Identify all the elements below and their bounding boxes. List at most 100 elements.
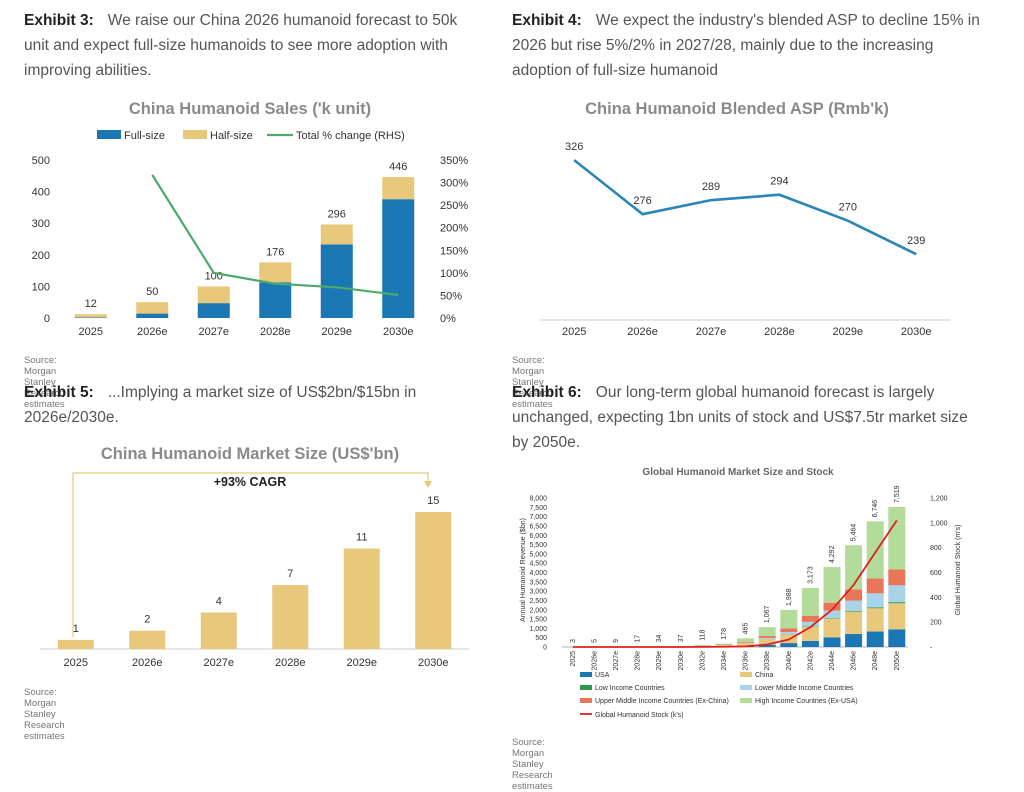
x-tick-label: 2036e — [743, 651, 750, 671]
stacked-bar-segment — [845, 634, 862, 647]
bar-full-size — [321, 244, 353, 318]
x-tick-label: 2034e — [721, 651, 728, 671]
y-tick-label: 5,500 — [529, 542, 547, 549]
stacked-bar-segment — [802, 588, 819, 616]
exhibit-3-label: Exhibit 3: — [24, 12, 94, 29]
data-label: 2 — [144, 614, 150, 626]
market-bar — [415, 512, 451, 649]
y-tick-label: 7,500 — [529, 505, 547, 512]
stacked-bar-segment — [759, 627, 776, 636]
x-tick-label: 2025 — [64, 657, 88, 669]
data-label: 270 — [839, 202, 857, 214]
data-label: 15 — [427, 495, 439, 507]
stacked-bar-segment — [845, 545, 862, 589]
data-label: 1 — [73, 623, 79, 635]
stacked-bar-segment — [888, 602, 905, 603]
stacked-bar-segment — [824, 567, 841, 603]
bar-total-label: 12 — [85, 298, 97, 310]
bar-total-label: 17 — [635, 635, 642, 643]
bar-half-size — [198, 286, 230, 303]
y-tick-label: 5,000 — [529, 551, 547, 558]
x-tick-label: 2027e — [613, 651, 620, 671]
stacked-bar-segment — [888, 507, 905, 570]
legend-swatch — [97, 130, 121, 139]
x-tick-label: 2029e — [346, 657, 377, 669]
legend-swatch — [740, 672, 752, 677]
legend-label: Global Humanoid Stock (k's) — [595, 712, 683, 719]
legend-swatch — [740, 685, 752, 690]
legend-label: Full-size — [124, 130, 165, 142]
data-label: 289 — [702, 181, 720, 193]
bar-total-label: 465 — [743, 623, 750, 635]
x-tick-label: 2030e — [678, 651, 685, 671]
data-label: 11 — [356, 532, 367, 544]
x-tick-label: 2042e — [807, 651, 814, 671]
data-label: 326 — [565, 141, 583, 153]
stacked-bar-segment — [759, 636, 776, 638]
x-tick-label: 2029e — [656, 651, 663, 671]
legend-label: Lower Middle Income Countries — [755, 685, 854, 692]
bar-half-size — [75, 314, 107, 317]
bar-half-size — [259, 262, 291, 282]
legend-swatch — [183, 130, 207, 139]
exhibit-4-header: Exhibit 4:We expect the industry's blend… — [512, 8, 982, 83]
y-tick-label: 400 — [32, 187, 50, 199]
stacked-bar-segment — [845, 612, 862, 634]
y2-tick-label: 200% — [440, 223, 468, 235]
asp-line — [574, 160, 916, 254]
bar-total-label: 1,988 — [786, 588, 793, 606]
exhibit-4-label: Exhibit 4: — [512, 12, 582, 29]
chart-title: China Humanoid Market Size (US$'bn) — [101, 445, 399, 463]
legend-label: Low Income Countries — [595, 685, 665, 692]
y-tick-label: 6,000 — [529, 533, 547, 540]
y2-tick-label: 300% — [440, 178, 468, 190]
y2-tick-label: 0% — [440, 313, 456, 325]
bar-total-label: 296 — [328, 208, 346, 220]
y-tick-label: 500 — [32, 155, 50, 167]
stacked-bar-segment — [737, 638, 754, 641]
data-label: 7 — [287, 568, 293, 580]
y-tick-label: 2,500 — [529, 598, 547, 605]
x-tick-label: 2044e — [829, 651, 836, 671]
y-tick-label: 2,000 — [529, 607, 547, 614]
stacked-bar-segment — [867, 578, 884, 593]
bar-total-label: 176 — [266, 246, 284, 258]
exhibit-4-caption: We expect the industry's blended ASP to … — [512, 12, 980, 79]
stacked-bar-segment — [780, 632, 797, 634]
x-tick-label: 2030e — [901, 326, 932, 338]
y2-tick-label: 100% — [440, 268, 468, 280]
data-label: 239 — [907, 235, 925, 247]
stacked-bar-segment — [759, 638, 776, 639]
stacked-bar-segment — [824, 637, 841, 647]
y2-tick-label: 350% — [440, 155, 468, 167]
x-tick-label: 2030e — [383, 326, 414, 338]
x-tick-label: 2032e — [699, 651, 706, 671]
y-tick-label: 0 — [44, 313, 50, 325]
y2-tick-label: - — [930, 645, 933, 652]
x-tick-label: 2028e — [635, 651, 642, 671]
bar-total-label: 50 — [146, 286, 158, 298]
chart-title: China Humanoid Blended ASP (Rmb'k) — [585, 100, 889, 118]
cagr-arrowhead — [424, 481, 432, 488]
y-tick-label: 100 — [32, 281, 50, 293]
y-tick-label: 8,000 — [529, 496, 547, 503]
bar-total-label: 34 — [656, 634, 663, 642]
x-tick-label: 2028e — [764, 326, 795, 338]
y-tick-label: 3,500 — [529, 579, 547, 586]
x-tick-label: 2050e — [894, 651, 901, 671]
market-bar — [272, 585, 308, 649]
legend-swatch — [580, 672, 592, 677]
stacked-bar-segment — [802, 627, 819, 641]
y-tick-label: 3,000 — [529, 589, 547, 596]
y-tick-label: 1,500 — [529, 617, 547, 624]
stacked-bar-segment — [802, 641, 819, 647]
x-tick-label: 2046e — [851, 651, 858, 671]
y2-tick-label: 1,200 — [930, 496, 948, 503]
bar-total-label: 118 — [699, 630, 706, 641]
x-tick-label: 2038e — [764, 651, 771, 671]
legend-swatch — [580, 685, 592, 690]
chart-title: China Humanoid Sales ('k unit) — [129, 100, 371, 118]
global-humanoid-market-chart: Global Humanoid Market Size and Stock050… — [500, 458, 1000, 728]
y2-tick-label: 150% — [440, 245, 468, 257]
